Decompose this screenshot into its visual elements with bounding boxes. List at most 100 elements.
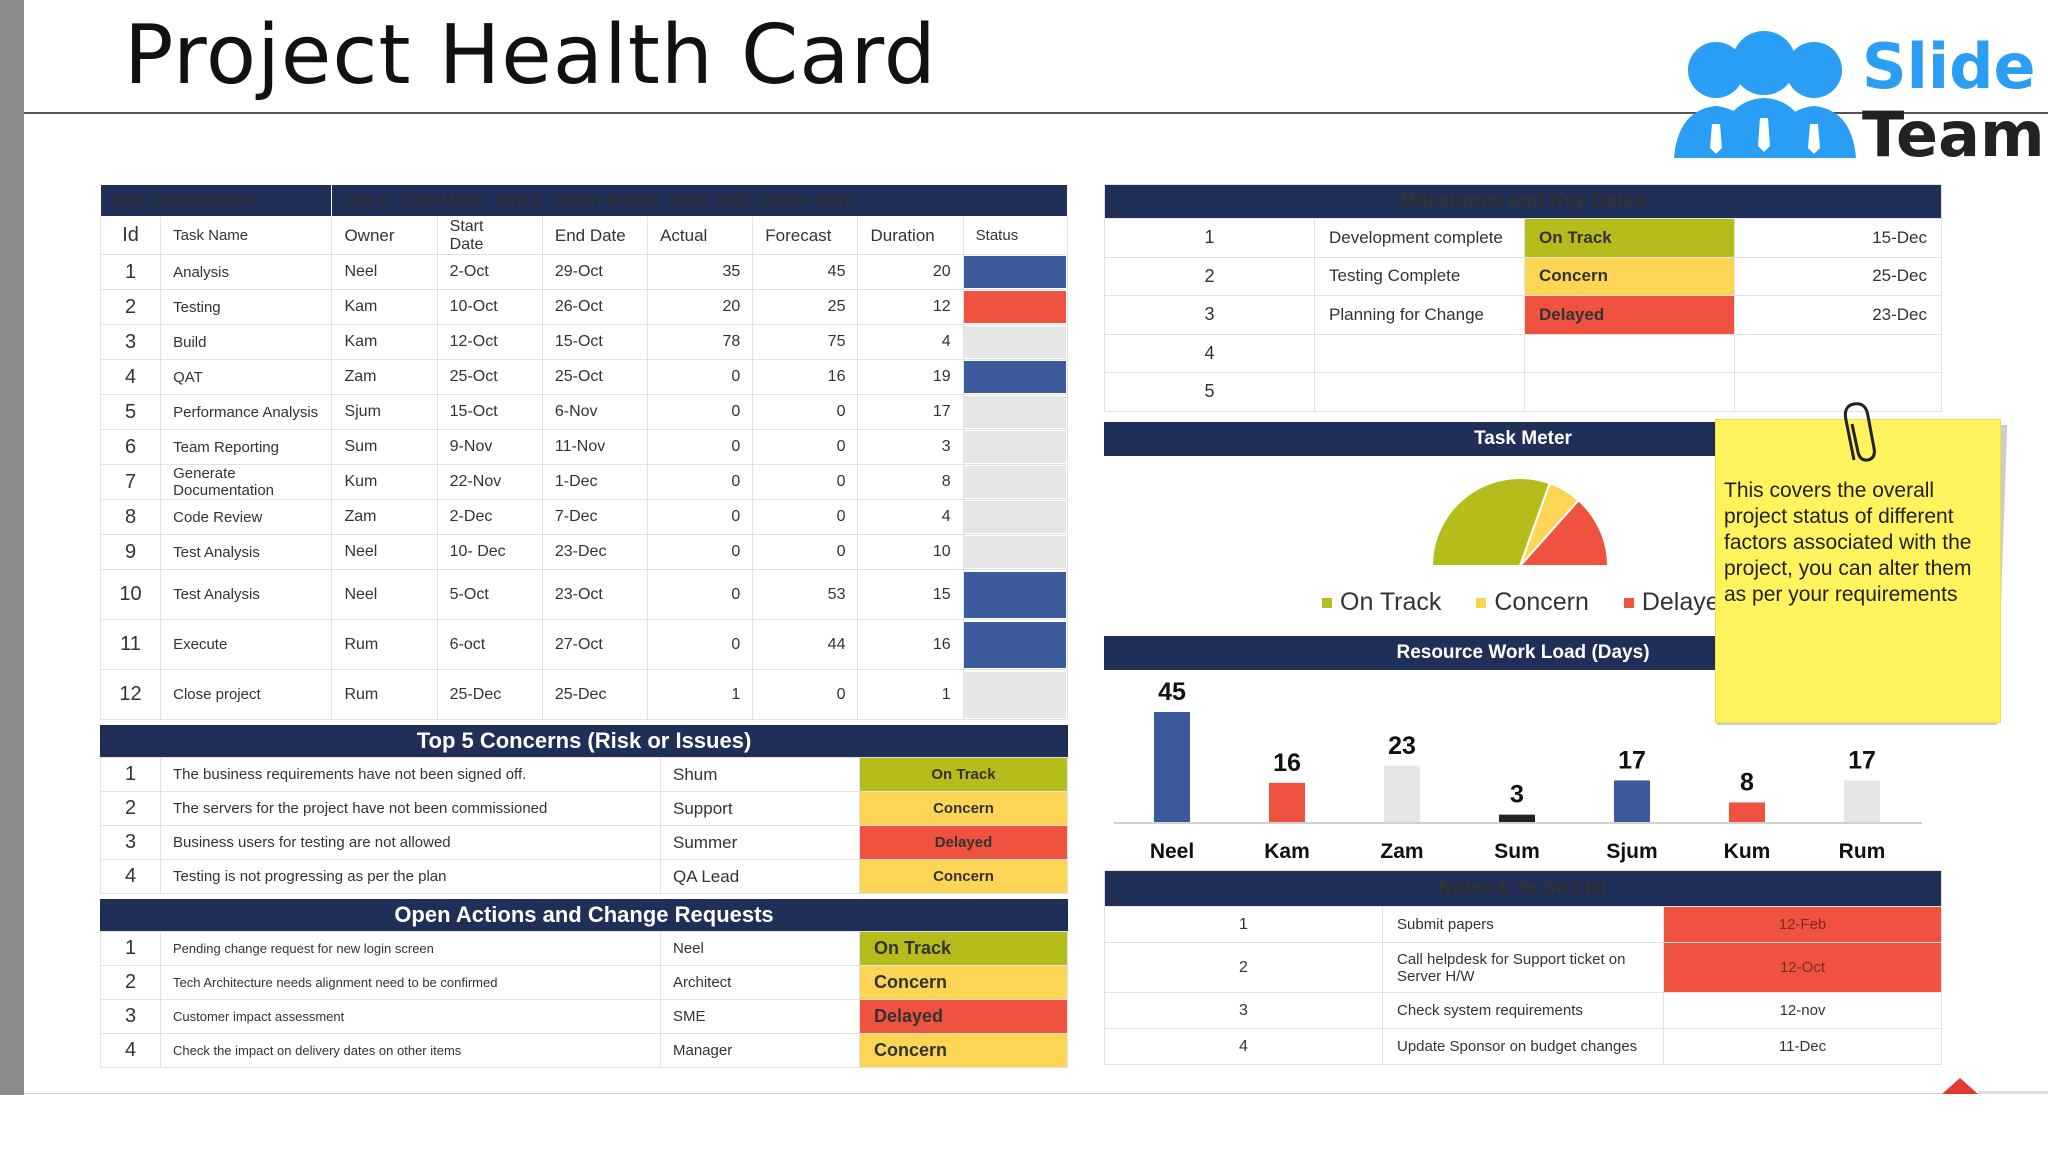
action-row-owner: Neel bbox=[660, 931, 860, 966]
milestone-date: 15-Dec bbox=[1734, 218, 1942, 258]
concern-row-status-badge: On Track bbox=[859, 757, 1068, 792]
bar-kam bbox=[1269, 782, 1305, 822]
milestones-table: Milestones and Key Dates 1 Development co… bbox=[1104, 184, 1942, 412]
concern-row-owner: QA Lead bbox=[660, 859, 860, 894]
task-id: 9 bbox=[99, 534, 162, 570]
status-swatch bbox=[964, 621, 1067, 668]
bar-rum bbox=[1844, 780, 1880, 822]
task-name: Team Reporting bbox=[160, 429, 333, 465]
task-name: Analysis bbox=[160, 254, 333, 290]
task-actual: 0 bbox=[647, 394, 754, 430]
bar-value-label: 16 bbox=[1273, 749, 1301, 777]
status-swatch bbox=[964, 361, 1067, 393]
task-start: 5-Oct bbox=[436, 569, 543, 620]
bar-value-label: 8 bbox=[1740, 768, 1754, 796]
task-owner: Neel bbox=[331, 254, 438, 290]
concern-row-text: Testing is not progressing as per the pl… bbox=[160, 859, 661, 894]
logo-text-slide: Slide bbox=[1862, 30, 2036, 103]
task-actual: 0 bbox=[647, 619, 754, 670]
task-id: 3 bbox=[99, 324, 162, 360]
task-actual: 78 bbox=[647, 324, 754, 360]
bar-value-label: 45 bbox=[1158, 678, 1186, 706]
note-text: Call helpdesk for Support ticket on Serv… bbox=[1382, 942, 1664, 993]
concern-row-id: 3 bbox=[100, 825, 161, 860]
status-swatch bbox=[964, 571, 1067, 618]
pie-slice-delayed bbox=[1517, 498, 1610, 567]
note-id: 4 bbox=[1104, 1028, 1383, 1065]
action-row-status-badge: Concern bbox=[859, 1033, 1068, 1068]
concern-row-status-badge: Concern bbox=[859, 859, 1068, 894]
task-owner: Kum bbox=[331, 464, 438, 500]
task-forecast: 0 bbox=[752, 394, 859, 430]
col-id: Id bbox=[99, 216, 162, 255]
stakeholders-label: Key Stakeholders bbox=[99, 184, 333, 217]
col-task-name: Task Name bbox=[160, 216, 333, 255]
milestone-id: 5 bbox=[1104, 372, 1315, 412]
task-start: 9-Nov bbox=[436, 429, 543, 465]
col-forecast: Forecast bbox=[752, 216, 859, 255]
task-row: 12 Close project Rum 25-Dec 25-Dec 1 0 1 bbox=[99, 669, 1069, 720]
note-date: 12-nov bbox=[1663, 992, 1942, 1029]
task-end: 29-Oct bbox=[541, 254, 649, 290]
milestone-status-badge: Delayed bbox=[1524, 295, 1735, 335]
task-forecast: 75 bbox=[752, 324, 859, 360]
task-id: 10 bbox=[99, 569, 162, 620]
task-start: 12-Oct bbox=[436, 324, 543, 360]
task-end: 25-Oct bbox=[541, 359, 649, 395]
concern-row-owner: Support bbox=[660, 791, 860, 826]
task-row: 2 Testing Kam 10-Oct 26-Oct 20 25 12 bbox=[99, 289, 1069, 325]
task-start: 2-Oct bbox=[436, 254, 543, 290]
concern-row-text: The business requirements have not been … bbox=[160, 757, 661, 792]
note-row: 3 Check system requirements 12-nov bbox=[1104, 992, 1942, 1029]
note-id: 1 bbox=[1104, 906, 1383, 943]
note-text: Update Sponsor on budget changes bbox=[1382, 1028, 1664, 1065]
action-row-owner: SME bbox=[660, 999, 860, 1034]
task-owner: Neel bbox=[331, 569, 438, 620]
task-status bbox=[962, 464, 1069, 500]
task-start: 2-Dec bbox=[436, 499, 543, 535]
milestone-date: 23-Dec bbox=[1734, 295, 1942, 335]
action-row-text: Tech Architecture needs alignment need t… bbox=[160, 965, 661, 1000]
action-row-text: Check the impact on delivery dates on ot… bbox=[160, 1033, 661, 1068]
task-row: 8 Code Review Zam 2-Dec 7-Dec 0 0 4 bbox=[99, 499, 1069, 535]
task-forecast: 53 bbox=[752, 569, 859, 620]
bar-value-label: 3 bbox=[1510, 781, 1524, 809]
task-duration: 4 bbox=[857, 324, 964, 360]
action-row-status-badge: Delayed bbox=[859, 999, 1068, 1034]
task-actual: 0 bbox=[647, 464, 754, 500]
task-id: 6 bbox=[99, 429, 162, 465]
task-forecast: 44 bbox=[752, 619, 859, 670]
concern-row: 2 The servers for the project have not be… bbox=[100, 791, 1068, 826]
task-end: 23-Oct bbox=[541, 569, 649, 620]
action-row: 1 Pending change request for new login sc… bbox=[100, 931, 1068, 966]
task-duration: 8 bbox=[857, 464, 964, 500]
task-actual: 0 bbox=[647, 429, 754, 465]
task-start: 25-Oct bbox=[436, 359, 543, 395]
concern-row-id: 4 bbox=[100, 859, 161, 894]
notes-title: Notes & To Do List bbox=[1104, 870, 1942, 907]
action-row: 2 Tech Architecture needs alignment need … bbox=[100, 965, 1068, 1000]
bar-value-label: 17 bbox=[1848, 746, 1876, 774]
action-row-id: 4 bbox=[100, 1033, 161, 1068]
note-row: 1 Submit papers 12-Feb bbox=[1104, 906, 1942, 943]
concern-row-id: 2 bbox=[100, 791, 161, 826]
task-actual: 1 bbox=[647, 669, 754, 720]
concern-row-owner: Summer bbox=[660, 825, 860, 860]
task-duration: 19 bbox=[857, 359, 964, 395]
action-row-owner: Architect bbox=[660, 965, 860, 1000]
tasks-header-row: Id Task Name Owner Start Date End Date A… bbox=[99, 216, 1069, 255]
milestone-status-badge bbox=[1524, 372, 1735, 412]
action-row: 4 Check the impact on delivery dates on o… bbox=[100, 1033, 1068, 1068]
task-end: 6-Nov bbox=[541, 394, 649, 430]
task-duration: 12 bbox=[857, 289, 964, 325]
task-status bbox=[962, 499, 1069, 535]
task-row: 1 Analysis Neel 2-Oct 29-Oct 35 45 20 bbox=[99, 254, 1069, 290]
note-row: 4 Update Sponsor on budget changes 11-Dec bbox=[1104, 1028, 1942, 1065]
task-id: 12 bbox=[99, 669, 162, 720]
task-row: 6 Team Reporting Sum 9-Nov 11-Nov 0 0 3 bbox=[99, 429, 1069, 465]
task-status bbox=[962, 534, 1069, 570]
milestone-date: 25-Dec bbox=[1734, 256, 1942, 296]
action-row-status-badge: On Track bbox=[859, 931, 1068, 966]
task-name: QAT bbox=[160, 359, 333, 395]
task-row: 3 Build Kam 12-Oct 15-Oct 78 75 4 bbox=[99, 324, 1069, 360]
